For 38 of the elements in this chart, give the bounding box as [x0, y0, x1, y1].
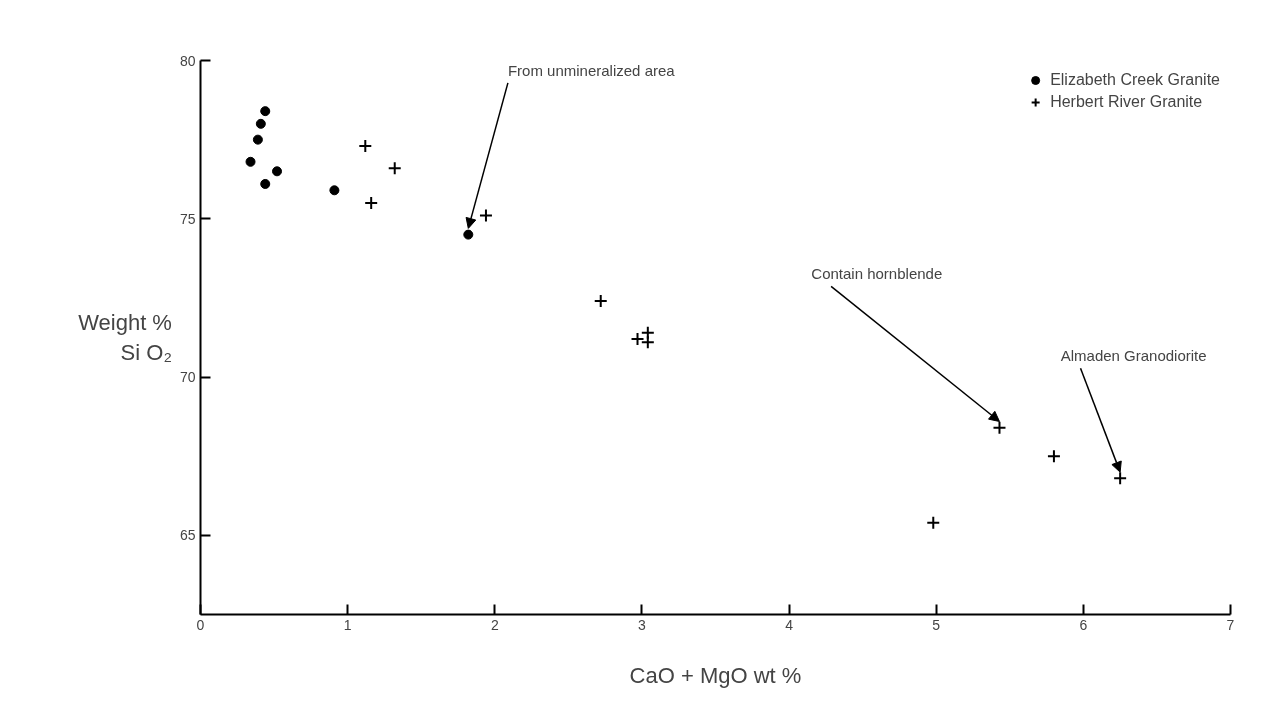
x-tick-label: 3	[638, 616, 647, 633]
y-axis-title: Weight % Si O₂	[78, 310, 172, 365]
x-tick-label: 4	[785, 616, 794, 633]
point	[387, 161, 402, 176]
point	[260, 178, 271, 189]
legend-label: Herbert River Granite	[1050, 93, 1203, 111]
y-tick-label: 65	[179, 527, 196, 544]
point	[1113, 471, 1128, 486]
x-tick-label: 5	[932, 616, 941, 633]
point	[260, 106, 271, 117]
legend-label: Elizabeth Creek Granite	[1050, 71, 1220, 89]
point	[640, 335, 655, 350]
x-tick-label: 1	[343, 616, 352, 633]
x-axis-title: CaO + MgO wt %	[629, 662, 802, 688]
annotation: From unmineralized area	[507, 61, 676, 79]
point	[630, 332, 645, 347]
point	[593, 294, 608, 309]
point	[463, 229, 474, 240]
point	[1046, 449, 1061, 464]
y-tick-label: 75	[179, 210, 196, 227]
annotation: Contain hornblende	[811, 265, 943, 283]
annotation: Almaden Granodiorite	[1060, 347, 1207, 365]
point	[926, 515, 941, 530]
point	[358, 138, 373, 153]
x-tick-label: 2	[490, 616, 499, 633]
y-tick-label: 80	[179, 52, 196, 69]
point	[329, 185, 340, 196]
point	[478, 208, 493, 223]
x-tick-label: 6	[1079, 616, 1088, 633]
y-tick-label: 70	[179, 369, 196, 386]
point	[255, 118, 266, 129]
x-tick-label: 7	[1226, 616, 1235, 633]
point	[272, 166, 283, 177]
point	[364, 195, 379, 210]
point	[992, 420, 1007, 435]
x-tick-label: 0	[196, 616, 205, 633]
point	[245, 156, 256, 167]
point	[252, 134, 263, 145]
